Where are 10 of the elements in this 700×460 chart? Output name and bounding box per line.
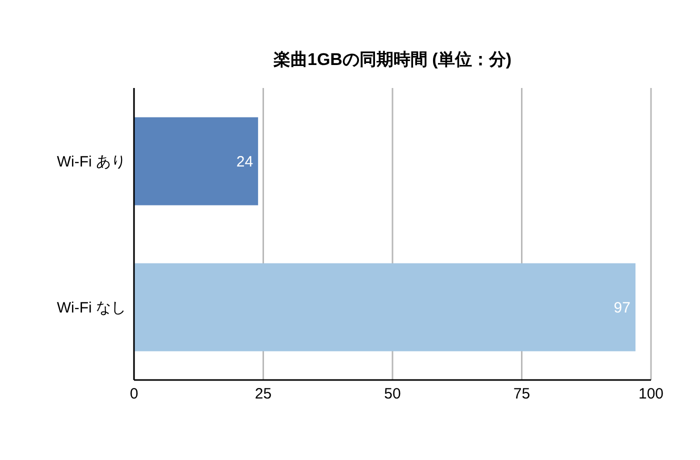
y-tick-label: Wi-Fi なし bbox=[56, 299, 126, 316]
y-tick-label: Wi-Fi あり bbox=[56, 153, 126, 170]
x-tick-label: 100 bbox=[638, 386, 664, 403]
chart-title: 楽曲1GBの同期時間 (単位：分) bbox=[272, 49, 512, 71]
data-label: 24 bbox=[236, 154, 254, 171]
x-tick-label: 0 bbox=[130, 386, 138, 403]
data-label: 97 bbox=[614, 300, 630, 317]
x-tick-label: 75 bbox=[513, 386, 530, 403]
x-tick-label: 25 bbox=[254, 386, 272, 403]
x-tick-label: 50 bbox=[384, 386, 401, 403]
